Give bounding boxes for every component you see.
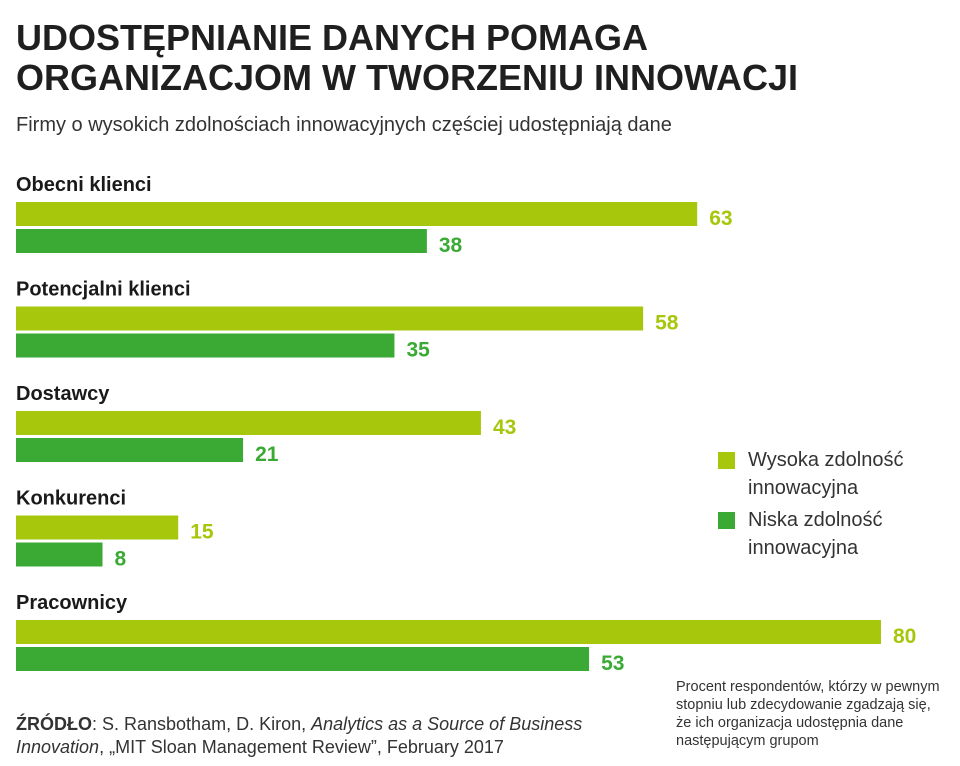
- value-label-low: 53: [601, 652, 624, 675]
- bar-high: [16, 202, 698, 226]
- value-label-high: 15: [190, 521, 214, 544]
- category-label: Obecni klienci: [16, 174, 152, 196]
- value-label-high: 63: [709, 207, 732, 230]
- value-label-low: 35: [406, 339, 430, 362]
- legend-swatch-low: [718, 512, 735, 529]
- category-label: Konkurenci: [16, 488, 126, 510]
- chart-title: UDOSTĘPNIANIE DANYCH POMAGA ORGANIZACJOM…: [16, 17, 798, 98]
- bar-low: [16, 229, 427, 253]
- bar-low: [16, 438, 244, 462]
- value-label-low: 38: [439, 234, 463, 257]
- legend-item-high: Wysoka zdolność innowacyjna: [718, 446, 938, 502]
- bar-high: [16, 306, 644, 331]
- legend-label-high: Wysoka zdolność innowacyjna: [748, 449, 904, 499]
- source-work-title: Analytics as a Source of Business Innova…: [16, 714, 583, 757]
- source-authors: : S. Ransbotham, D. Kiron,: [92, 714, 312, 734]
- category-label: Dostawcy: [16, 383, 110, 405]
- bar-high: [16, 411, 481, 435]
- chart-note: Procent respondentów, którzy w pewnym st…: [676, 679, 940, 749]
- category-label: Potencjalni klienci: [16, 279, 191, 301]
- legend-swatch-high: [718, 452, 735, 469]
- bar-low: [16, 333, 395, 358]
- value-label-high: 43: [493, 416, 516, 439]
- legend-item-low: Niska zdolność innowacyjna: [718, 506, 938, 562]
- value-label-high: 80: [893, 625, 916, 648]
- source-label: ŹRÓDŁO: [16, 714, 92, 734]
- value-label-high: 58: [655, 312, 679, 335]
- chart-subtitle: Firmy o wysokich zdolnościach innowacyjn…: [16, 114, 672, 136]
- value-label-low: 8: [115, 548, 127, 571]
- source-citation: ŹRÓDŁO: S. Ransbotham, D. Kiron, Analyti…: [16, 713, 656, 759]
- legend-label-low: Niska zdolność innowacyjna: [748, 509, 883, 559]
- bar-low: [16, 542, 103, 567]
- value-label-low: 21: [255, 443, 279, 466]
- bar-low: [16, 647, 590, 671]
- bar-high: [16, 620, 881, 644]
- category-label: Pracownicy: [16, 592, 128, 614]
- source-rest: , „MIT Sloan Management Review”, Februar…: [99, 737, 504, 757]
- legend: Wysoka zdolność innowacyjna Niska zdolno…: [718, 446, 938, 566]
- bar-high: [16, 515, 179, 540]
